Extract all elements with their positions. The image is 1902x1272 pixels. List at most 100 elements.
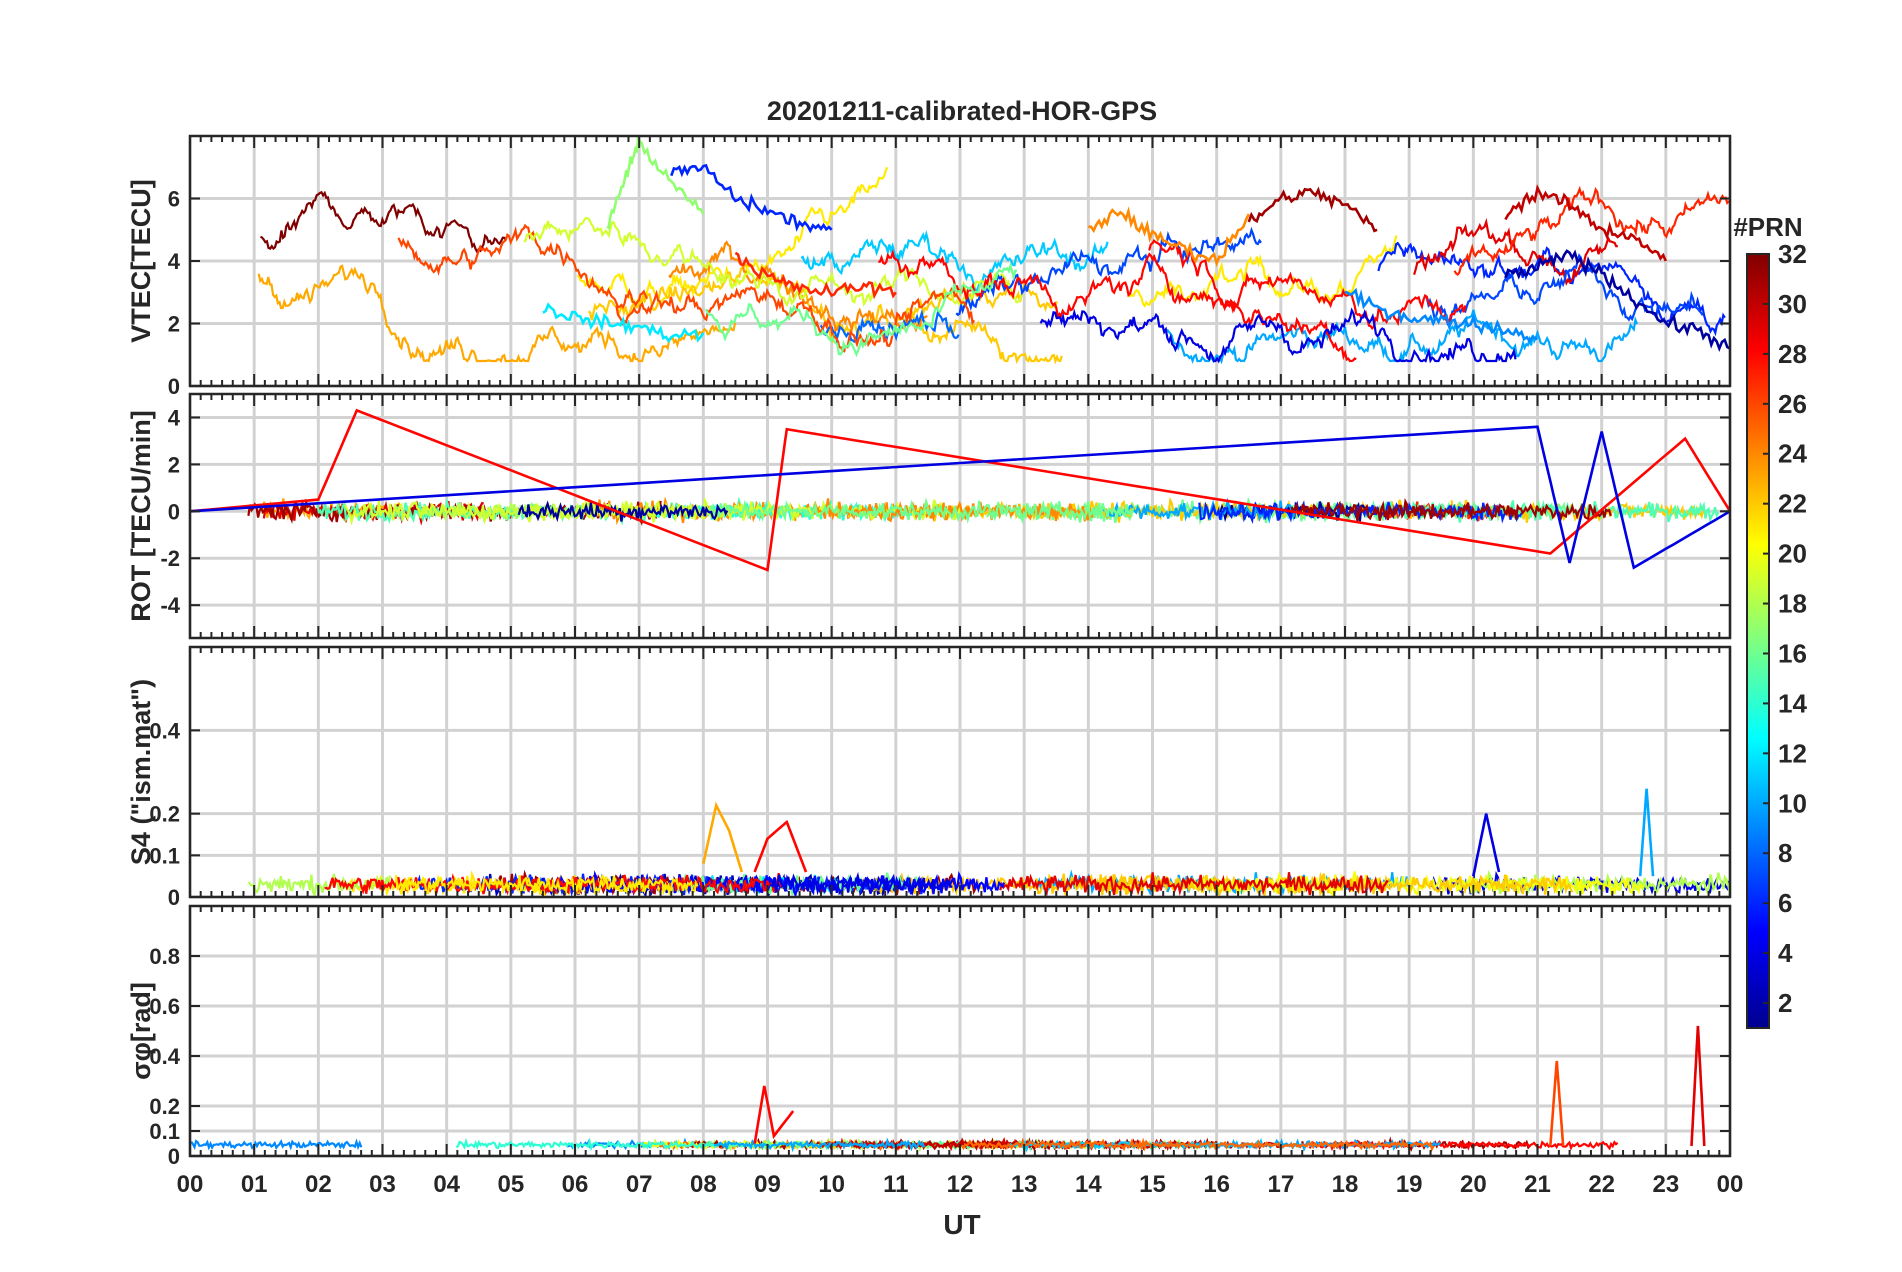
rot-y-tick-label: 4 (168, 405, 181, 430)
x-tick-label: 17 (1267, 1171, 1294, 1198)
colorbar-tick-label: 32 (1778, 239, 1807, 269)
colorbar-tick-label: 2 (1778, 988, 1792, 1018)
vtec-trace-prn-23 (257, 264, 737, 363)
rot-y-axis-label: ROT [TECU/min] (126, 410, 156, 621)
x-tick-label: 07 (626, 1171, 653, 1198)
x-tick-label: 23 (1652, 1171, 1679, 1198)
sigma_phi-trace-prn-25 (960, 1137, 1435, 1153)
x-tick-label: 00 (177, 1171, 204, 1198)
x-tick-label: 02 (305, 1171, 332, 1198)
x-tick-label: 19 (1396, 1171, 1423, 1198)
vtec-series-prn-12 (542, 302, 705, 344)
vtec-series-prn-24 (1088, 206, 1250, 267)
vtec-trace-prn-10 (1166, 309, 1639, 365)
vtec-series-prn-6 (670, 163, 833, 234)
vtec-trace-prn-26 (397, 223, 648, 310)
sigma_phi-y-tick-label: 0 (168, 1144, 180, 1169)
panel-s4: 0 0.1 0.2 0.4S4 ("ism.mat") (126, 645, 1732, 910)
vtec-y-tick-label: 6 (168, 187, 180, 212)
sigma_phi-traces (190, 1025, 1706, 1153)
vtec-trace-prn-11 (800, 229, 1109, 295)
colorbar-tick-label: 24 (1778, 439, 1807, 469)
rot-trace-prn-16 (708, 497, 1135, 525)
rot-y-tick-label: 0 (168, 499, 180, 524)
x-tick-label: 05 (497, 1171, 524, 1198)
x-tick-label: 22 (1588, 1171, 1615, 1198)
x-tick-label: 14 (1075, 1171, 1102, 1198)
vtec-series-prn-27 (734, 251, 897, 300)
sigma_phi-series-prn-29 (1690, 1025, 1706, 1147)
x-tick-label: 01 (241, 1171, 268, 1198)
rot-y-tick-label: -2 (160, 546, 180, 571)
vtec-trace-prn-28 (1148, 239, 1467, 331)
sigma_phi-y-tick-label: 0.4 (149, 1044, 180, 1069)
vtec-y-axis-label: VTEC[TECU] (126, 179, 156, 343)
x-tick-label: 08 (690, 1171, 717, 1198)
sigma_phi-series-prn-28 (753, 1085, 795, 1144)
s4-y-tick-label: 0.4 (149, 718, 180, 743)
vtec-trace-prn-26 (615, 285, 976, 353)
panel-vtec: 0 2 4 6 VTEC[TECU] (126, 134, 1732, 399)
x-tick-label: 11 (883, 1171, 908, 1198)
vtec-series-prn-2 (1504, 249, 1730, 353)
x-tick-label: 06 (562, 1171, 589, 1198)
x-tick-label: 16 (1203, 1171, 1230, 1198)
colorbar-tick-label: 12 (1778, 738, 1807, 768)
s4-series-prn-23 (702, 801, 744, 873)
s4-series-prn-28 (753, 819, 808, 873)
vtec-trace-prn-28 (878, 249, 1357, 363)
s4-trace-prn-29 (999, 872, 1389, 897)
rot-y-tick-label: -4 (160, 593, 180, 618)
vtec-trace-prn-4 (1039, 307, 1517, 364)
sigma_phi-y-tick-label: 0.1 (149, 1119, 180, 1144)
s4-trace-prn-4 (769, 871, 953, 897)
x-tick-label: 10 (818, 1171, 845, 1198)
colorbar-tick-label: 6 (1778, 888, 1792, 918)
vtec-y-tick-label: 0 (168, 374, 180, 399)
chart-title: 20201211-calibrated-HOR-GPS (767, 96, 1157, 126)
vtec-trace-prn-27 (1453, 185, 1730, 276)
colorbar-tick-label: 10 (1778, 788, 1807, 818)
s4-y-tick-label: 0.2 (149, 802, 180, 827)
colorbar-label: #PRN (1733, 212, 1802, 242)
vtec-trace-prn-8 (819, 309, 960, 344)
sigma_phi-y-tick-label: 0.8 (149, 944, 180, 969)
x-tick-label: 09 (754, 1171, 781, 1198)
sigma_phi-y-tick-label: 0.2 (149, 1094, 180, 1119)
sigma_phi-trace-prn-10 (713, 1137, 926, 1153)
rot-y-tick-label: 2 (168, 452, 180, 477)
vtec-series-prn-31 (1247, 186, 1378, 233)
vtec-trace-prn-32 (259, 190, 507, 254)
rot-traces (190, 408, 1730, 572)
x-axis-label: UT (943, 1209, 980, 1240)
rot-series-prn-28 (190, 408, 1730, 572)
s4-y-axis-label: S4 ("ism.mat") (126, 679, 156, 865)
colorbar-tick-label: 28 (1778, 339, 1807, 369)
sigma_phi-trace-prn-14 (455, 1137, 737, 1152)
sigma_phi-y-tick-label: 0.6 (149, 994, 180, 1019)
colorbar-tick-label: 18 (1778, 589, 1807, 619)
x-tick-label: 12 (947, 1171, 974, 1198)
s4-y-tick-label: 0 (168, 885, 180, 910)
sigma_phi-trace-prn-9 (190, 1138, 363, 1151)
vtec-trace-prn-29 (1413, 217, 1618, 286)
colorbar-tick-label: 30 (1778, 289, 1807, 319)
vtec-y-tick-label: 2 (168, 312, 180, 337)
vtec-series-prn-30 (1504, 184, 1667, 262)
rot-series-prn-4 (190, 425, 1730, 570)
s4-series-prn-4 (1472, 813, 1501, 877)
x-tick-label: 15 (1139, 1171, 1166, 1198)
colorbar-tick-label: 4 (1778, 938, 1793, 968)
s4-series-prn-10 (1638, 788, 1655, 877)
colorbar-tick-label: 20 (1778, 539, 1807, 569)
colorbar-tick-label: 26 (1778, 389, 1807, 419)
sigma_phi-series-prn-26 (1549, 1060, 1565, 1147)
colorbar-tick-label: 8 (1778, 838, 1792, 868)
s4-y-tick-label: 0.1 (149, 843, 180, 868)
vtec-y-tick-label: 4 (168, 249, 181, 274)
x-tick-label: 21 (1524, 1171, 1551, 1198)
x-tick-label: 03 (369, 1171, 396, 1198)
